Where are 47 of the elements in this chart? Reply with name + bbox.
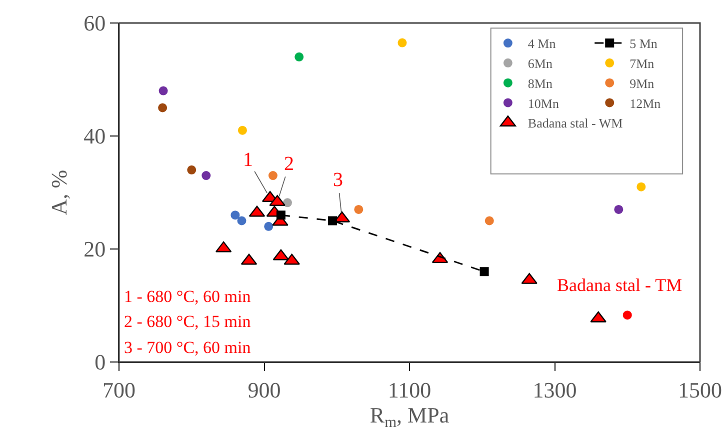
point	[614, 204, 624, 214]
legend-label: Badana stal - WM	[528, 116, 624, 131]
point	[636, 182, 646, 192]
point	[484, 216, 494, 226]
point	[158, 86, 168, 96]
point	[237, 216, 246, 226]
point	[158, 103, 168, 112]
annotation: 3 - 700 °C, 60 min	[124, 338, 252, 357]
point	[282, 198, 292, 208]
y-tick-label: 0	[94, 350, 106, 375]
point	[354, 204, 364, 214]
x-tick-label: 1300	[532, 377, 577, 402]
annotation: 2 - 680 °C, 15 min	[124, 312, 252, 331]
annotation: 2	[284, 153, 294, 175]
annotation: Badana stal - TM	[557, 275, 682, 295]
legend-label: 8Mn	[528, 76, 553, 91]
legend-label: 6Mn	[528, 56, 553, 72]
legend-label: 10Mn	[528, 96, 560, 111]
y-tick-label: 40	[84, 124, 106, 149]
y-tick-label: 20	[84, 236, 106, 262]
legend-label: 5 Mn	[630, 36, 658, 52]
annotation: 3	[333, 169, 343, 191]
y-axis-title: A, %	[46, 170, 72, 216]
point	[480, 267, 489, 276]
legend-label: 7Mn	[630, 56, 655, 72]
y-tick-label: 60	[84, 10, 106, 36]
point	[268, 171, 278, 180]
point	[264, 222, 274, 231]
x-tick-label: 700	[102, 377, 136, 402]
point	[622, 310, 632, 320]
point	[294, 52, 304, 62]
point	[238, 126, 247, 135]
point	[202, 171, 211, 180]
x-tick-label: 1500	[678, 377, 722, 402]
legend-label: 9Mn	[630, 76, 655, 91]
annotation: 1	[243, 149, 253, 171]
legend-label: 4 Mn	[528, 36, 556, 52]
legend-label: 12Mn	[630, 96, 662, 111]
point	[398, 38, 407, 48]
point	[328, 216, 338, 226]
x-tick-label: 900	[248, 377, 281, 402]
annotation: 1 - 680 °C, 60 min	[124, 287, 252, 306]
point	[276, 210, 286, 220]
x-tick-label: 1100	[388, 377, 432, 402]
point	[187, 165, 196, 174]
x-axis-title: R$_{m}$, MPa	[370, 402, 450, 432]
point	[230, 210, 240, 220]
